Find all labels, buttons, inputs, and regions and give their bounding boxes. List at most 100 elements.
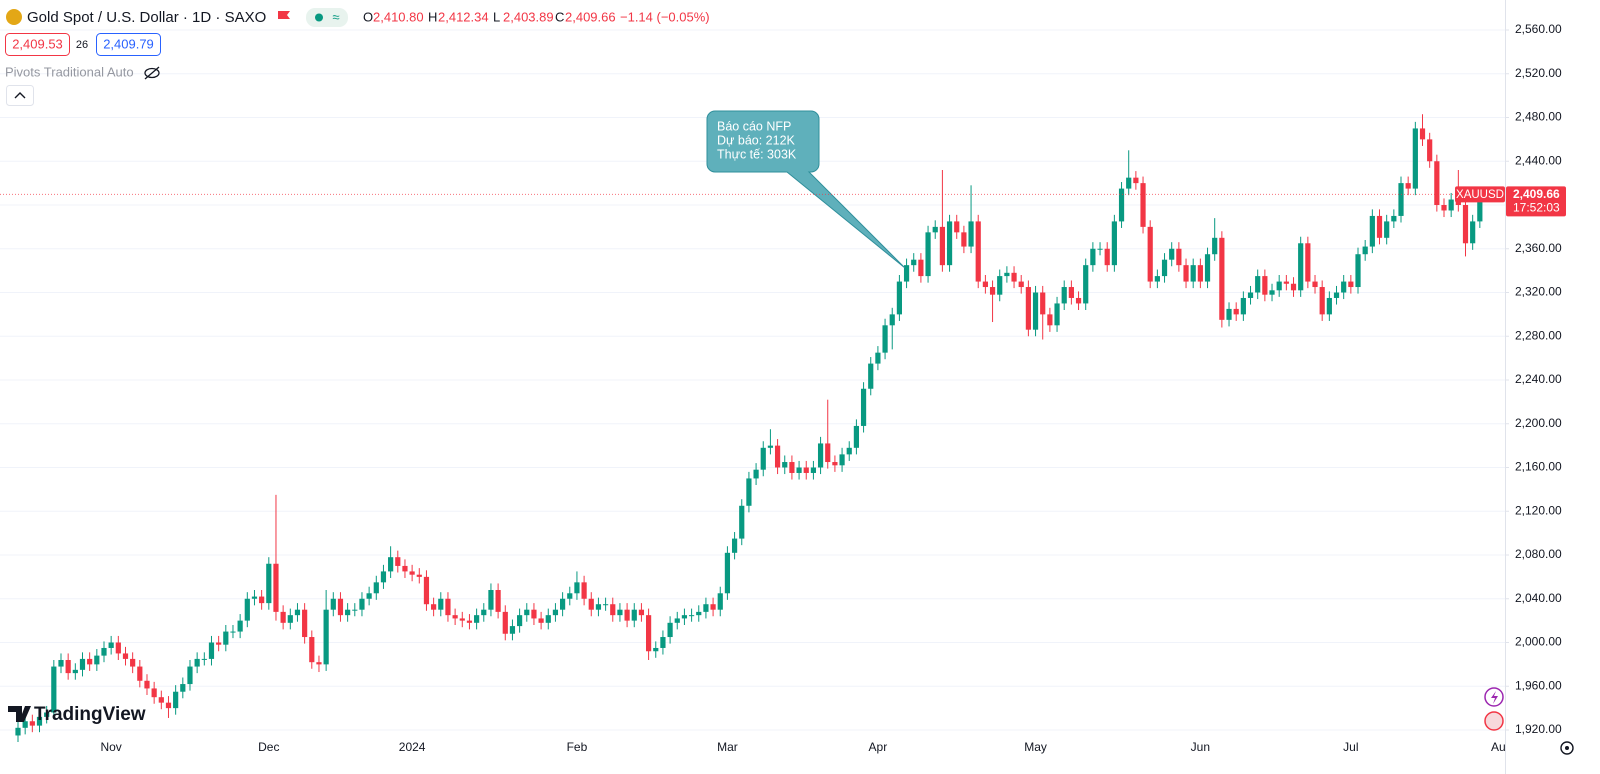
candle-body [122,653,129,659]
candle-body [1276,281,1282,291]
symbol-title[interactable]: Gold Spot / U.S. Dollar · 1D · SAXO [27,9,266,26]
candle-body [194,658,200,667]
candle-body [29,721,35,726]
candle-body [595,604,602,610]
ask: 2,409.79 [103,36,154,51]
candles [15,114,1490,743]
overlay: Gold Spot / U.S. Dollar · 1D · SAXO ≈ O … [5,8,1574,755]
candle-body [423,576,430,605]
logo-text[interactable]: TradingView [34,704,146,725]
candle-body [681,615,688,619]
bid-box[interactable] [5,33,70,56]
events-icon[interactable] [1484,711,1504,731]
candle-body [352,609,358,611]
candle-body [409,571,415,575]
candle-body [1025,287,1031,330]
candle-body [416,574,422,577]
candle-body [44,712,50,717]
candle-body [1391,215,1397,222]
candle-body [359,598,365,610]
candle-body [431,604,437,610]
eye [144,67,160,79]
candle-body [1441,205,1447,211]
candle-body [345,609,351,616]
candle-body [1147,226,1153,282]
candle-body [158,697,164,703]
price-label: 2,409.66 [1513,187,1560,201]
candle-body [1283,281,1289,284]
candle-body [1319,287,1325,315]
candle-body [631,609,637,621]
candle-body [65,660,71,674]
caret [14,92,26,99]
ticker-box [1455,186,1505,203]
candle-body [1376,215,1383,238]
candle-body [1405,183,1411,189]
candle-body [825,443,831,463]
candle-body [51,666,57,713]
candle-body [366,593,372,599]
y-tick-label: 2,000.00 [1515,635,1562,649]
annotation-line: Thực tế: 303K [717,147,797,161]
y-tick-label: 1,960.00 [1515,678,1562,692]
y-tick-label: 2,280.00 [1515,328,1562,342]
indicator-name[interactable]: Pivots Traditional Auto [5,64,134,79]
candle-body [1262,276,1268,295]
alert-bolt [1491,691,1498,704]
candle-body [524,609,530,616]
candle-body [896,281,902,315]
candle-body [1190,265,1196,282]
candle-body [1362,246,1368,255]
candle-body [1333,292,1340,298]
y-tick-label: 2,520.00 [1515,66,1562,80]
candle-body [638,609,645,616]
collapse-button[interactable] [6,85,34,106]
axes: 1,920.00 1,960.00 2,000.00 2,040.00 2,080.00… [0,22,1566,754]
hide-icon[interactable] [144,66,160,80]
ask-box[interactable] [96,33,161,56]
candle-body [1233,308,1239,315]
eye-slash [144,66,160,80]
callout[interactable] [706,110,906,269]
candle-body [645,615,652,652]
candle-body [302,609,308,638]
status-pill[interactable] [306,8,348,27]
x-tick-label: Dec [258,740,279,754]
candle-body [817,443,824,468]
candle-body [1240,297,1246,315]
y-tick-label: 2,360.00 [1515,241,1562,255]
logo-mark [8,706,31,722]
x-tick-label: Nov [100,740,121,754]
ohlc-value: 2,403.89 [503,9,554,24]
y-tick-label: 1,920.00 [1515,722,1562,736]
candle-body [1312,281,1318,288]
x-tick-label: Jul [1343,740,1358,754]
candle-body [889,314,895,326]
candle-body [287,615,293,623]
settings-icon[interactable] [1560,741,1574,755]
candle-body [1032,292,1039,330]
candle-body [1183,265,1189,282]
candle-body [610,604,616,616]
candle-body [1470,221,1476,244]
candle-body [1412,128,1418,189]
y-tick-label: 2,160.00 [1515,460,1562,474]
candle-body [395,557,401,566]
status-dot [315,13,323,22]
candle-body [474,615,480,623]
candle-body [774,445,781,468]
x-tick-label: Apr [869,740,888,754]
flag-icon[interactable] [278,11,290,19]
price-box [1506,186,1566,217]
candle-body [1133,177,1139,184]
candle-body [481,609,487,616]
candle-body [1097,248,1103,250]
candle-body [717,593,723,610]
candle-body [1140,183,1146,227]
candle-body [1341,281,1347,293]
candle-body [294,609,301,616]
candle-body [782,462,788,468]
candle-body [244,598,250,621]
candle-body [180,684,186,692]
